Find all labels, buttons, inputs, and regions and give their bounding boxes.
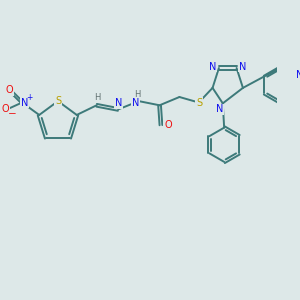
Text: H: H	[134, 90, 141, 99]
Text: O: O	[164, 120, 172, 130]
Text: N: N	[216, 104, 224, 114]
Text: H: H	[94, 93, 101, 102]
Text: N: N	[132, 98, 139, 107]
Text: +: +	[27, 93, 33, 102]
Text: N: N	[296, 70, 300, 80]
Text: S: S	[196, 98, 203, 108]
Text: N: N	[239, 61, 246, 72]
Text: O: O	[5, 85, 13, 95]
Text: S: S	[55, 96, 61, 106]
Text: −: −	[8, 110, 16, 119]
Text: N: N	[115, 98, 122, 108]
Text: N: N	[209, 61, 217, 72]
Text: O: O	[2, 104, 9, 114]
Text: N: N	[21, 98, 28, 107]
